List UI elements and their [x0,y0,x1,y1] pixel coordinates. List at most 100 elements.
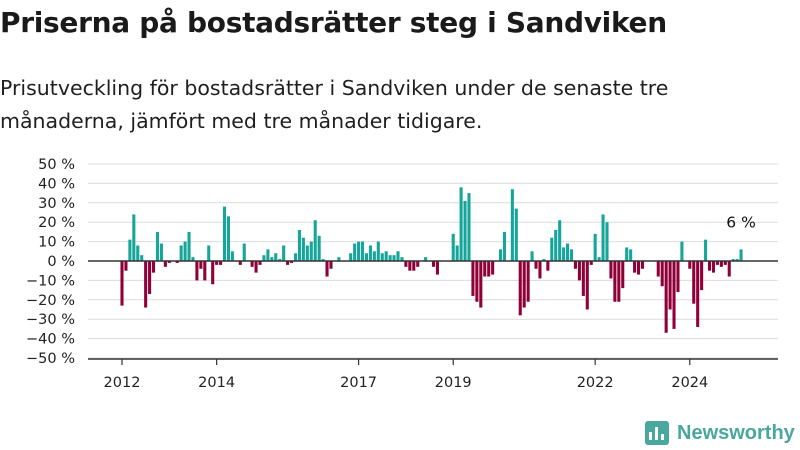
bar [203,261,207,281]
bar [617,261,621,302]
bar [589,261,593,265]
brand[interactable]: Newsworthy [645,421,795,445]
bar [364,253,369,261]
bar [597,257,601,261]
bar [357,241,361,261]
bar [581,261,585,296]
bar [400,257,404,261]
bar [152,261,156,273]
bar [408,261,412,271]
bar [424,257,428,261]
bar [707,261,712,271]
x-tick-label: 2017 [340,375,377,391]
bar [258,261,262,265]
bar [546,261,550,271]
bar [731,259,735,261]
bar [475,261,479,302]
bar [175,261,179,263]
bar [250,261,254,267]
bar [696,261,700,327]
bar [132,214,136,261]
bar [136,245,140,261]
bar [593,233,597,261]
bar [124,261,128,271]
bar [159,243,163,261]
bar [483,261,487,277]
bar [656,261,660,277]
bar [715,261,719,265]
x-tick-label: 2019 [435,375,472,391]
bar [459,187,463,261]
bar [558,220,562,261]
bar [637,261,641,275]
bar [349,253,353,261]
bar [605,222,609,261]
bar [479,261,483,308]
bar [207,245,211,261]
bar [416,261,420,267]
bar [337,257,341,261]
y-tick-label: 30 % [38,196,75,212]
bar [155,231,160,261]
bar [739,249,743,261]
bar [502,231,507,261]
bar [384,251,388,261]
bar [629,249,633,261]
bar [668,261,672,310]
bar [633,261,637,273]
bar [148,261,152,294]
bar [522,261,526,308]
bar [128,239,132,261]
bar [376,241,380,261]
bar [392,255,396,261]
bar [262,255,266,261]
bar [530,251,534,261]
bar [404,261,408,267]
bar [270,257,274,261]
y-tick-label: 20 % [38,215,75,231]
bar [577,261,581,281]
bar [719,261,723,267]
y-tick-label: 10 % [38,235,75,251]
bar [325,261,329,277]
bar [601,214,605,261]
bar [380,253,384,261]
bar [290,261,294,263]
bar [120,261,124,306]
bar [538,261,542,279]
bar [566,243,570,261]
newsworthy-logo-icon [645,421,669,445]
bar [435,261,439,275]
bar [471,261,475,296]
y-tick-label: 0 % [47,254,75,270]
y-tick-label: 50 % [38,157,75,173]
bar [621,261,625,289]
bar [183,241,187,261]
bar [238,261,242,265]
bar [282,245,286,261]
bar [305,245,309,261]
bar [569,249,574,261]
bar [585,261,589,310]
bar [573,261,577,269]
bar [534,261,538,269]
bar [242,243,246,261]
x-tick-label: 2022 [577,375,614,391]
bar [498,249,503,261]
chart-subtitle: Prisutveckling för bostadsrätter i Sandv… [0,76,669,133]
bar [321,259,325,261]
bar [625,247,629,261]
bar [179,245,183,261]
y-tick-label: −50 % [26,351,75,367]
bar [723,261,727,265]
bar [372,251,376,261]
chart-title: Priserna på bostadsrätter steg i Sandvik… [0,6,667,39]
bar [510,189,514,261]
x-tick-label: 2014 [198,375,235,391]
y-tick-label: −40 % [26,332,75,348]
bar [514,208,518,261]
bar [388,255,392,261]
bar [692,261,696,304]
bar [222,206,227,261]
bar [680,241,684,261]
